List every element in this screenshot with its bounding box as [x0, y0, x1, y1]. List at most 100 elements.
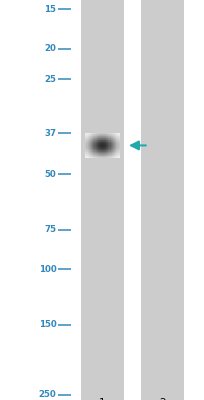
- Bar: [112, 135, 113, 136]
- Bar: [96, 142, 98, 143]
- Bar: [88, 146, 89, 147]
- Bar: [86, 144, 87, 145]
- Bar: [89, 136, 91, 137]
- Bar: [103, 142, 104, 143]
- Bar: [95, 152, 96, 153]
- Bar: [98, 157, 99, 158]
- Bar: [102, 137, 103, 138]
- Bar: [110, 155, 111, 156]
- Bar: [103, 145, 104, 146]
- Bar: [117, 146, 118, 147]
- Bar: [118, 149, 119, 150]
- Bar: [115, 149, 116, 150]
- Bar: [118, 145, 119, 146]
- Text: 250: 250: [38, 390, 56, 399]
- Bar: [106, 142, 108, 143]
- Bar: [85, 135, 86, 136]
- Bar: [87, 157, 88, 158]
- Bar: [108, 150, 109, 151]
- Bar: [110, 143, 111, 144]
- Bar: [88, 157, 89, 158]
- Bar: [116, 145, 117, 146]
- Bar: [116, 152, 117, 153]
- Bar: [115, 157, 116, 158]
- Bar: [111, 152, 112, 153]
- Bar: [117, 150, 118, 151]
- Bar: [118, 151, 119, 152]
- Bar: [89, 152, 91, 153]
- Bar: [115, 141, 116, 142]
- Bar: [105, 151, 106, 152]
- Bar: [104, 147, 105, 148]
- Bar: [85, 147, 86, 148]
- Bar: [91, 150, 92, 151]
- Bar: [87, 138, 88, 139]
- Bar: [93, 134, 94, 135]
- Bar: [111, 156, 112, 157]
- Bar: [99, 148, 100, 149]
- Bar: [99, 155, 100, 156]
- Bar: [89, 133, 91, 134]
- Bar: [101, 133, 102, 134]
- Bar: [116, 137, 117, 138]
- Bar: [108, 147, 109, 148]
- Bar: [92, 150, 93, 151]
- Bar: [94, 135, 95, 136]
- Bar: [113, 146, 115, 147]
- Bar: [96, 148, 98, 149]
- Bar: [104, 145, 105, 146]
- Bar: [87, 136, 88, 137]
- Text: 50: 50: [44, 170, 56, 179]
- Bar: [93, 157, 94, 158]
- Bar: [101, 153, 102, 154]
- Bar: [105, 145, 106, 146]
- Bar: [103, 150, 104, 151]
- Bar: [85, 154, 86, 155]
- Bar: [113, 156, 115, 157]
- Bar: [96, 141, 98, 142]
- Bar: [85, 149, 86, 150]
- Text: 15: 15: [44, 5, 56, 14]
- Bar: [103, 147, 104, 148]
- Bar: [102, 139, 103, 140]
- Bar: [118, 135, 119, 136]
- Bar: [99, 157, 100, 158]
- Bar: [110, 149, 111, 150]
- Bar: [87, 139, 88, 140]
- Bar: [88, 145, 89, 146]
- Bar: [101, 157, 102, 158]
- Bar: [99, 145, 100, 146]
- Bar: [91, 151, 92, 152]
- Bar: [93, 136, 94, 137]
- Bar: [103, 155, 104, 156]
- Bar: [105, 148, 106, 149]
- Bar: [117, 144, 118, 145]
- Bar: [112, 151, 113, 152]
- Bar: [89, 134, 91, 135]
- Bar: [100, 152, 101, 153]
- Bar: [105, 147, 106, 148]
- Bar: [86, 156, 87, 157]
- Bar: [94, 134, 95, 135]
- Bar: [118, 142, 119, 143]
- Bar: [98, 143, 99, 144]
- Bar: [86, 135, 87, 136]
- Bar: [86, 148, 87, 149]
- Bar: [95, 149, 96, 150]
- Bar: [105, 141, 106, 142]
- Bar: [117, 133, 118, 134]
- Bar: [113, 144, 115, 145]
- Bar: [88, 138, 89, 139]
- Bar: [109, 151, 110, 152]
- Text: 150: 150: [38, 320, 56, 329]
- Bar: [100, 144, 101, 145]
- Bar: [91, 136, 92, 137]
- Bar: [89, 137, 91, 138]
- Bar: [89, 157, 91, 158]
- Bar: [108, 146, 109, 147]
- Bar: [88, 133, 89, 134]
- Bar: [98, 150, 99, 151]
- Bar: [91, 144, 92, 145]
- Bar: [102, 152, 103, 153]
- Bar: [118, 152, 119, 153]
